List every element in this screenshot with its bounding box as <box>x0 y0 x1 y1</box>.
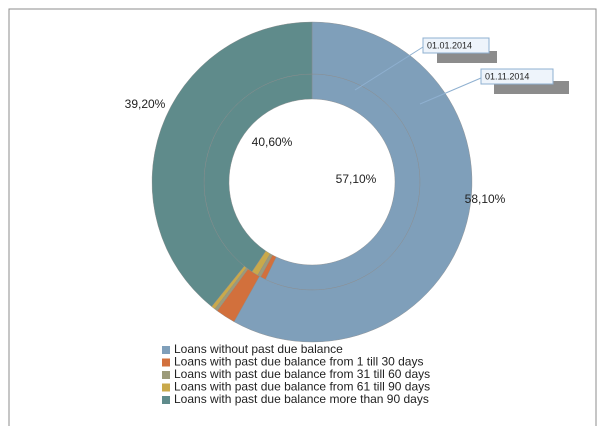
data-label: 40,60% <box>252 135 293 149</box>
doughnut-slice <box>151 21 313 307</box>
legend-label: Loans with past due balance from 1 till … <box>174 355 423 369</box>
legend-swatch <box>162 396 170 404</box>
legend-label: Loans with past due balance from 31 till… <box>174 367 430 381</box>
legend-swatch <box>162 383 170 392</box>
callout-arrow <box>354 46 424 91</box>
legend-label: Loans with past due balance more than 90… <box>174 392 429 406</box>
callout-arrow <box>419 77 482 105</box>
callout-box <box>422 37 490 54</box>
doughnut-slice <box>233 21 473 343</box>
data-label: 39,20% <box>125 97 166 111</box>
callout-label: 01.11.2014 <box>485 71 529 81</box>
callout-box <box>480 68 554 85</box>
legend-swatch <box>162 346 170 354</box>
legend-label: Loans with past due balance from 61 till… <box>174 380 430 394</box>
data-label: 58,10% <box>465 192 506 206</box>
legend-swatch <box>162 358 170 367</box>
legend-swatch <box>162 371 170 379</box>
callout-label: 01.01.2014 <box>427 40 472 50</box>
callout-shadow <box>437 51 497 63</box>
data-label: 57,10% <box>336 172 377 186</box>
legend-label: Loans without past due balance <box>174 342 343 356</box>
